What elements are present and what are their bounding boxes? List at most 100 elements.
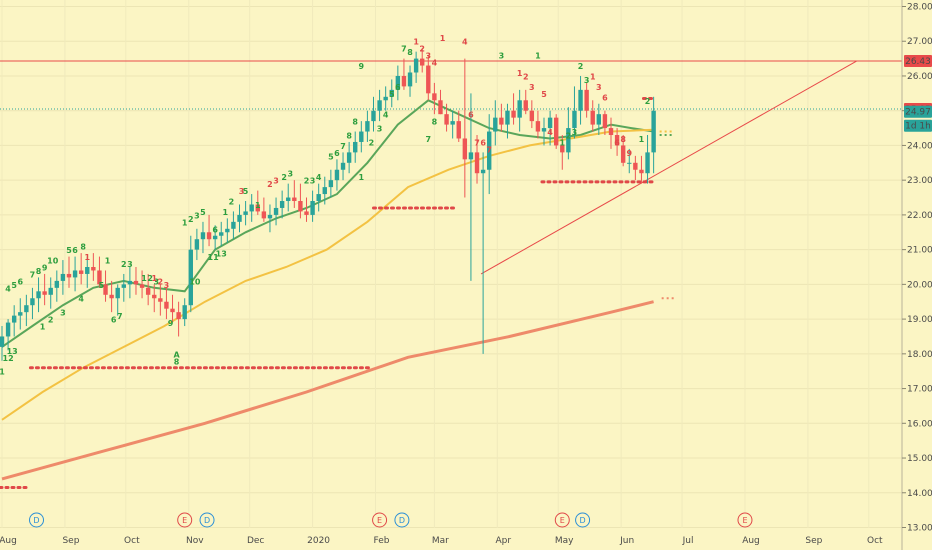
x-tick-label: Apr: [496, 536, 512, 546]
candle-body: [468, 152, 474, 160]
sequence-label: 3: [377, 125, 383, 134]
candle-body: [450, 121, 455, 125]
earnings-event-icon: [177, 512, 193, 528]
candle-body: [456, 121, 461, 139]
candle-body: [115, 287, 120, 299]
candle-body: [395, 75, 401, 90]
sequence-label: 1: [359, 173, 365, 182]
earnings-event-icon: [737, 512, 753, 528]
sequence-label: 7: [30, 270, 36, 279]
candle-body: [243, 211, 248, 215]
sequence-label: 2: [121, 260, 127, 269]
candle-body: [651, 110, 656, 153]
candle-body: [219, 232, 224, 236]
candle-body: [487, 131, 492, 170]
candle-body: [286, 197, 291, 202]
x-tick-label: Sep: [62, 536, 79, 546]
price-label-text: 26.43: [905, 57, 931, 67]
sequence-label: 4: [547, 128, 553, 137]
candle-body: [553, 117, 559, 146]
candle-body: [121, 284, 126, 288]
sequence-label: 2: [267, 180, 273, 189]
candle-body: [578, 89, 583, 111]
sequence-label: 2: [229, 197, 235, 206]
candle-body: [560, 145, 565, 153]
y-tick-label: 22.00: [907, 211, 932, 221]
candle-body: [237, 214, 242, 222]
candle-body: [572, 110, 577, 129]
candle-body: [225, 228, 230, 233]
candle-body: [42, 291, 47, 295]
candle-body: [389, 89, 394, 97]
earnings-event-icon: [372, 512, 388, 528]
moving-average-line: [1, 300, 654, 481]
candle-body: [103, 284, 108, 295]
sequence-label: 1: [639, 135, 645, 144]
earnings-event-icon: [554, 512, 570, 528]
y-tick-label: 24.00: [907, 141, 932, 151]
sequence-label: 3: [584, 76, 590, 85]
sequence-label: 13: [7, 347, 18, 356]
candle-body: [328, 180, 334, 188]
sequence-label: 1: [182, 218, 188, 227]
projection-dots: [659, 130, 674, 300]
candle-body: [493, 117, 498, 132]
sequence-label: 3: [194, 211, 200, 220]
candle-body: [152, 294, 157, 299]
sequence-label: 2: [566, 131, 572, 140]
sequence-label: 2: [158, 277, 164, 286]
candle-body: [18, 312, 23, 316]
candle-body: [474, 152, 480, 174]
y-tick-label: 13.00: [907, 524, 932, 534]
sequence-label: 3: [60, 309, 66, 318]
sequence-label: 8: [407, 48, 413, 57]
sequence-label: 6: [72, 246, 78, 255]
sequence-label: 4: [462, 38, 468, 47]
sequence-label: 1: [413, 38, 419, 47]
sequence-label: 2: [147, 274, 153, 283]
candle-body: [547, 117, 553, 129]
event-label: E: [742, 516, 747, 525]
candle-body: [590, 110, 595, 125]
candle-body: [529, 110, 535, 122]
candle-body: [267, 214, 273, 219]
sequence-label: 8: [174, 357, 180, 366]
sequence-label: 7: [426, 135, 432, 144]
dotted-levels: [0, 97, 656, 490]
candle-body: [5, 322, 11, 337]
y-tick-label: 18.00: [907, 350, 932, 360]
sequence-label: 1: [223, 208, 229, 217]
sequence-label: 6: [468, 111, 474, 120]
sequence-label: 8: [432, 118, 438, 127]
candle-body: [523, 100, 528, 111]
moving-average-line: [1, 128, 654, 421]
sequence-label: 8: [80, 243, 86, 252]
candle-body: [310, 201, 315, 215]
price-label-badge: [904, 55, 932, 68]
sequence-label: 6: [17, 277, 23, 286]
sequence-label: 1: [40, 323, 46, 332]
candle-body: [353, 141, 358, 153]
sequence-label: 2: [188, 215, 194, 224]
moving-average-line: [1, 99, 654, 348]
candle-body: [444, 114, 449, 125]
candle-body: [158, 298, 163, 302]
sequence-label: 1: [590, 72, 596, 81]
x-tick-label: Feb: [374, 536, 390, 546]
sequence-label: A: [173, 350, 180, 359]
horizontal-lines: [0, 60, 902, 110]
sequence-label: 11: [208, 253, 220, 262]
sequence-label: 13: [216, 250, 227, 259]
trendline: [480, 60, 857, 275]
sequence-label: 5: [541, 90, 547, 99]
event-label: E: [377, 516, 382, 525]
sequence-label: 1: [255, 201, 261, 210]
candle-body: [194, 239, 200, 250]
sequence-label: 3: [287, 170, 293, 179]
sequence-label: 5: [11, 281, 17, 290]
dividend-event-icon: [394, 512, 410, 528]
sequence-label: 9: [626, 149, 632, 158]
sequence-label: 6: [111, 316, 117, 325]
